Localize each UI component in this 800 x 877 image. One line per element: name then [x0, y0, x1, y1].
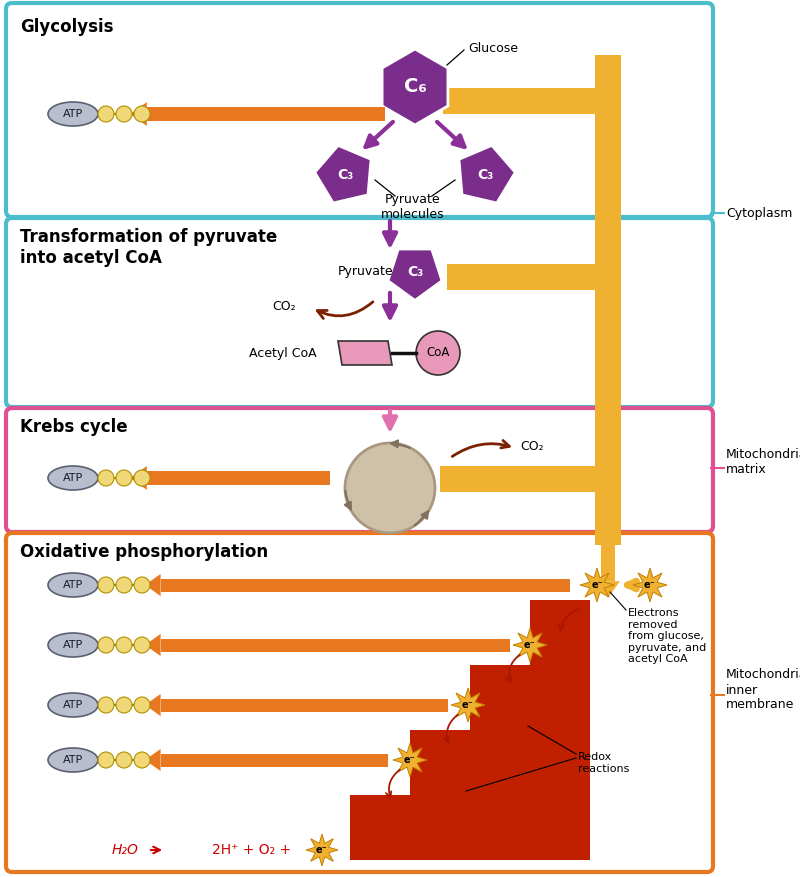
Circle shape [116, 106, 132, 122]
Text: e⁻: e⁻ [524, 640, 536, 650]
Text: CO₂: CO₂ [520, 439, 544, 453]
Circle shape [116, 637, 132, 653]
Text: ATP: ATP [63, 755, 83, 765]
Polygon shape [451, 688, 485, 722]
Text: H₂O: H₂O [111, 843, 138, 857]
Circle shape [116, 577, 132, 593]
Circle shape [98, 637, 114, 653]
Text: CO₂: CO₂ [272, 301, 296, 313]
Ellipse shape [48, 748, 98, 772]
Polygon shape [130, 466, 147, 490]
Circle shape [98, 752, 114, 768]
Circle shape [134, 697, 150, 713]
Text: Oxidative phosphorylation: Oxidative phosphorylation [20, 543, 268, 561]
Text: Glycolysis: Glycolysis [20, 18, 114, 36]
Polygon shape [596, 581, 620, 598]
Ellipse shape [48, 573, 98, 597]
Polygon shape [388, 249, 442, 300]
Circle shape [98, 470, 114, 486]
Text: Electrons
removed
from glucose,
pyruvate, and
acetyl CoA: Electrons removed from glucose, pyruvate… [628, 608, 706, 665]
Text: e⁻: e⁻ [644, 580, 656, 590]
Text: ATP: ATP [63, 640, 83, 650]
Polygon shape [145, 634, 161, 656]
Text: C₃: C₃ [407, 265, 423, 279]
Circle shape [134, 637, 150, 653]
Ellipse shape [48, 102, 98, 126]
Bar [595, 55, 621, 545]
Polygon shape [130, 102, 147, 126]
Bar [147, 107, 385, 121]
Circle shape [134, 577, 150, 593]
Text: C₆: C₆ [403, 77, 426, 96]
Ellipse shape [48, 693, 98, 717]
Text: C₃: C₃ [337, 168, 353, 182]
Circle shape [345, 443, 435, 533]
Polygon shape [315, 146, 370, 203]
Circle shape [98, 106, 114, 122]
Text: Krebs cycle: Krebs cycle [20, 418, 128, 436]
Circle shape [98, 697, 114, 713]
Text: e⁻: e⁻ [462, 700, 474, 710]
Text: Transformation of pyruvate
into acetyl CoA: Transformation of pyruvate into acetyl C… [20, 228, 278, 267]
Circle shape [98, 577, 114, 593]
Text: Acetyl CoA: Acetyl CoA [250, 347, 317, 360]
Circle shape [134, 752, 150, 768]
Text: CoA: CoA [426, 346, 450, 360]
Text: Mitochondrial
inner
membrane: Mitochondrial inner membrane [726, 668, 800, 711]
Polygon shape [338, 341, 392, 365]
Polygon shape [306, 834, 338, 866]
Text: Redox
reactions: Redox reactions [578, 752, 630, 774]
Text: Cytoplasm: Cytoplasm [726, 206, 792, 219]
Bar [147, 471, 330, 485]
Text: e⁻: e⁻ [591, 580, 603, 590]
Polygon shape [350, 600, 590, 860]
Text: e⁻: e⁻ [316, 845, 328, 855]
Bar [161, 698, 448, 711]
Polygon shape [382, 49, 448, 125]
Text: Glucose: Glucose [468, 41, 518, 54]
FancyBboxPatch shape [6, 3, 713, 217]
Polygon shape [459, 146, 515, 203]
Text: Pyruvate: Pyruvate [338, 266, 394, 279]
Text: 2H⁺ + O₂ +: 2H⁺ + O₂ + [213, 843, 291, 857]
Bar [443, 88, 595, 114]
Bar [161, 753, 388, 766]
FancyBboxPatch shape [6, 533, 713, 872]
Circle shape [134, 470, 150, 486]
Text: Pyruvate
molecules: Pyruvate molecules [381, 193, 445, 221]
Text: ATP: ATP [63, 109, 83, 119]
Ellipse shape [48, 633, 98, 657]
Text: C₃: C₃ [477, 168, 493, 182]
Bar [601, 545, 615, 581]
FancyBboxPatch shape [6, 218, 713, 407]
FancyBboxPatch shape [6, 408, 713, 532]
Text: e⁻: e⁻ [404, 755, 416, 765]
Bar [161, 579, 570, 591]
Polygon shape [145, 574, 161, 596]
Polygon shape [145, 694, 161, 716]
Polygon shape [393, 743, 427, 777]
Circle shape [116, 752, 132, 768]
Bar [447, 264, 595, 290]
Polygon shape [513, 628, 547, 662]
Circle shape [416, 331, 460, 375]
Polygon shape [580, 568, 614, 602]
Text: ATP: ATP [63, 580, 83, 590]
Polygon shape [633, 568, 667, 602]
Circle shape [116, 697, 132, 713]
Text: ATP: ATP [63, 473, 83, 483]
Bar [161, 638, 510, 652]
Ellipse shape [48, 466, 98, 490]
Circle shape [134, 106, 150, 122]
Circle shape [116, 470, 132, 486]
Polygon shape [145, 749, 161, 771]
Text: ATP: ATP [63, 700, 83, 710]
Text: Mitochondrial
matrix: Mitochondrial matrix [726, 448, 800, 476]
Bar [440, 466, 595, 492]
